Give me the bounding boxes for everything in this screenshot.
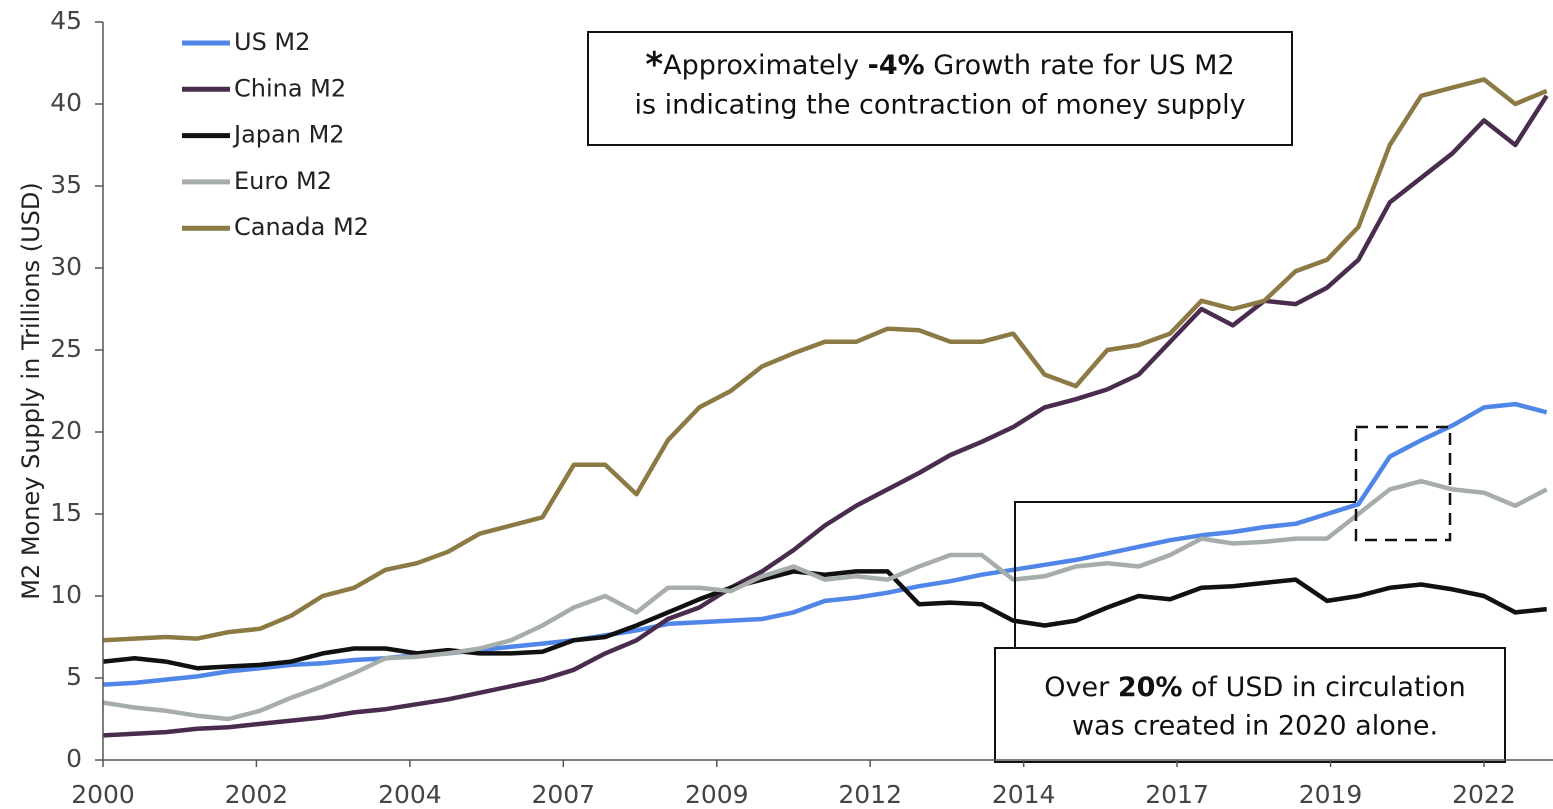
x-tick-label: 2000 <box>71 780 135 809</box>
x-tick-label: 2007 <box>531 780 595 809</box>
legend-label: Canada M2 <box>234 213 369 241</box>
legend-label: Euro M2 <box>234 167 332 195</box>
annotation-segment: of USD in circulation <box>1182 672 1465 703</box>
chart: M2 Money Supply in Trillions (USD) 0 5 10 1… <box>0 0 1553 809</box>
x-tick-label: 2014 <box>992 780 1056 809</box>
y-tick-label: 30 <box>50 252 82 281</box>
connector <box>1015 502 1356 648</box>
annotation-box <box>995 648 1505 762</box>
annotation-segment: * <box>645 45 663 85</box>
y-tick-label: 35 <box>50 170 82 199</box>
y-tick-label: 10 <box>50 580 82 609</box>
annotation-segment: Growth rate for US M2 <box>925 50 1235 81</box>
annotation-text: is indicating the contraction of money s… <box>634 90 1245 121</box>
x-tick-label: 2004 <box>378 780 442 809</box>
annotation-segment: -4% <box>868 50 925 81</box>
y-tick-label: 45 <box>50 6 82 35</box>
y-tick-label: 15 <box>50 498 82 527</box>
x-tick-label: 2022 <box>1452 780 1516 809</box>
x-tick-label: 2017 <box>1145 780 1209 809</box>
x-tick-label: 2019 <box>1299 780 1363 809</box>
x-tick-label: 2009 <box>685 780 749 809</box>
y-tick-label: 0 <box>66 744 82 773</box>
legend-label: Japan M2 <box>232 121 345 149</box>
y-tick-label: 20 <box>50 416 82 445</box>
annotation-segment: Approximately <box>663 50 868 81</box>
annotation-text: *Approximately -4% Growth rate for US M2 <box>645 45 1234 85</box>
series-line <box>103 79 1547 640</box>
annotation-segment: Over <box>1044 672 1118 703</box>
legend-label: China M2 <box>234 74 346 102</box>
series-line <box>103 404 1547 684</box>
legend-label: US M2 <box>234 28 310 56</box>
annotation-segment: 20% <box>1118 672 1183 703</box>
y-tick-label: 5 <box>66 662 82 691</box>
annotation-text: was created in 2020 alone. <box>1072 711 1438 742</box>
y-tick-label: 25 <box>50 334 82 363</box>
y-tick-label: 40 <box>50 88 82 117</box>
x-tick-label: 2012 <box>838 780 902 809</box>
annotation-text: Over 20% of USD in circulation <box>1044 672 1465 703</box>
y-axis-label: M2 Money Supply in Trillions (USD) <box>17 182 45 599</box>
x-tick-label: 2002 <box>225 780 289 809</box>
